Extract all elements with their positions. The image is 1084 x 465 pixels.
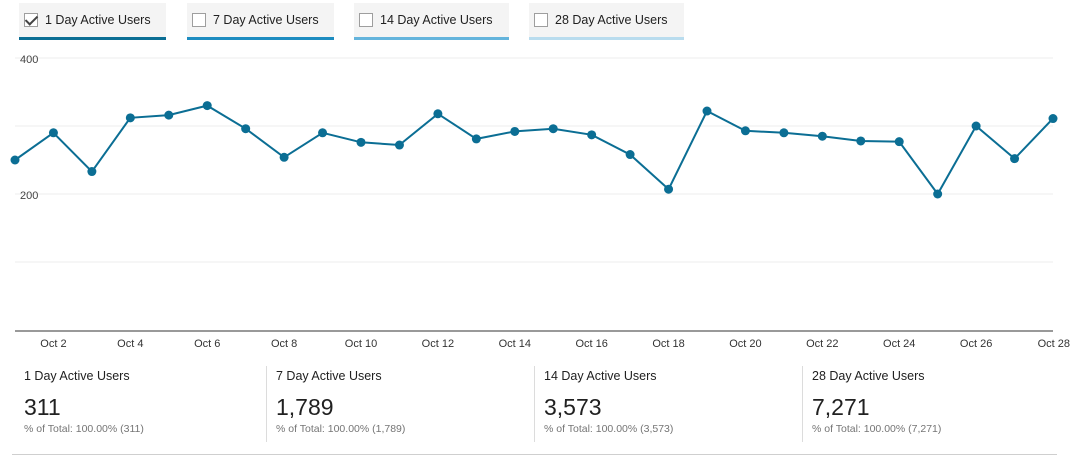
- divider: [534, 366, 535, 442]
- x-tick-label: Oct 26: [960, 338, 992, 350]
- x-tick-label: Oct 14: [499, 338, 531, 350]
- scorecard-subtitle: % of Total: 100.00% (3,573): [544, 423, 674, 435]
- scorecard-title: 7 Day Active Users: [276, 369, 382, 383]
- data-point: [933, 189, 943, 199]
- data-point: [1010, 154, 1020, 164]
- checkbox-icon[interactable]: [534, 13, 548, 27]
- tab-14-day-active-users[interactable]: 14 Day Active Users: [354, 3, 509, 40]
- scorecard-title: 14 Day Active Users: [544, 369, 657, 383]
- data-point: [971, 121, 981, 131]
- data-point: [241, 124, 251, 134]
- y-axis-ticks: 200 400: [20, 54, 38, 202]
- scorecard-subtitle: % of Total: 100.00% (1,789): [276, 423, 406, 435]
- scorecard-title: 28 Day Active Users: [812, 369, 925, 383]
- tab-label: 7 Day Active Users: [213, 13, 319, 27]
- data-point: [779, 128, 789, 138]
- x-tick-label: Oct 6: [194, 338, 220, 350]
- data-point: [510, 126, 520, 136]
- checkbox-icon[interactable]: [24, 13, 38, 27]
- checkbox-icon[interactable]: [192, 13, 206, 27]
- checkbox-icon[interactable]: [359, 13, 373, 27]
- data-point: [164, 110, 174, 120]
- x-tick-label: Oct 4: [117, 338, 143, 350]
- data-point: [856, 136, 866, 146]
- data-point: [664, 184, 674, 194]
- series-line: [14, 104, 1054, 196]
- data-point: [10, 155, 20, 165]
- scorecard-subtitle: % of Total: 100.00% (311): [24, 423, 144, 435]
- y-tick-label: 400: [20, 54, 38, 66]
- data-point: [740, 126, 750, 136]
- scorecard-28-day[interactable]: 28 Day Active Users 7,271 % of Total: 10…: [802, 362, 1052, 442]
- tab-7-day-active-users[interactable]: 7 Day Active Users: [187, 3, 334, 40]
- scorecard-14-day[interactable]: 14 Day Active Users 3,573 % of Total: 10…: [534, 362, 784, 442]
- x-tick-label: Oct 20: [729, 338, 761, 350]
- data-point: [318, 128, 328, 138]
- data-point: [394, 140, 404, 150]
- data-point: [202, 101, 212, 111]
- data-point: [702, 106, 712, 116]
- series-selector: 1 Day Active Users 7 Day Active Users 14…: [19, 3, 699, 40]
- scorecard-value: 1,789: [276, 394, 334, 420]
- x-tick-label: Oct 24: [883, 338, 915, 350]
- data-point: [125, 113, 135, 123]
- data-point: [471, 134, 481, 144]
- data-point: [817, 131, 827, 141]
- bottom-divider: [12, 454, 1057, 455]
- data-point: [625, 150, 635, 160]
- data-point: [587, 130, 597, 140]
- scorecards: 1 Day Active Users 311 % of Total: 100.0…: [0, 362, 1084, 452]
- tab-label: 28 Day Active Users: [555, 13, 668, 27]
- scorecard-value: 311: [24, 394, 61, 420]
- tab-1-day-active-users[interactable]: 1 Day Active Users: [19, 3, 166, 40]
- data-point: [433, 109, 443, 119]
- data-point: [894, 137, 904, 147]
- scorecard-title: 1 Day Active Users: [24, 369, 130, 383]
- divider: [802, 366, 803, 442]
- data-points: [10, 101, 1058, 199]
- divider: [266, 366, 267, 442]
- data-point: [1048, 114, 1058, 124]
- x-tick-label: Oct 2: [40, 338, 66, 350]
- scorecard-7-day[interactable]: 7 Day Active Users 1,789 % of Total: 100…: [266, 362, 516, 442]
- scorecard-value: 7,271: [812, 394, 870, 420]
- data-point: [548, 124, 558, 134]
- scorecard-1-day[interactable]: 1 Day Active Users 311 % of Total: 100.0…: [24, 362, 254, 442]
- x-tick-label: Oct 18: [652, 338, 684, 350]
- tab-28-day-active-users[interactable]: 28 Day Active Users: [529, 3, 684, 40]
- scorecard-subtitle: % of Total: 100.00% (7,271): [812, 423, 942, 435]
- x-tick-label: Oct 16: [575, 338, 607, 350]
- grid-lines: [15, 57, 1053, 263]
- x-tick-label: Oct 8: [271, 338, 297, 350]
- data-point: [87, 167, 97, 177]
- tab-label: 1 Day Active Users: [45, 13, 151, 27]
- data-point: [279, 152, 289, 162]
- x-tick-label: Oct 28: [1038, 338, 1070, 350]
- x-tick-label: Oct 10: [345, 338, 377, 350]
- x-axis-ticks: Oct 2 Oct 4 Oct 6 Oct 8 Oct 10 Oct 12 Oct 14 Oc…: [40, 338, 1070, 350]
- x-tick-label: Oct 22: [806, 338, 838, 350]
- y-tick-label: 200: [20, 190, 38, 202]
- scorecard-value: 3,573: [544, 394, 602, 420]
- tab-label: 14 Day Active Users: [380, 13, 493, 27]
- x-tick-label: Oct 12: [422, 338, 454, 350]
- data-point: [48, 128, 58, 138]
- data-point: [356, 137, 366, 147]
